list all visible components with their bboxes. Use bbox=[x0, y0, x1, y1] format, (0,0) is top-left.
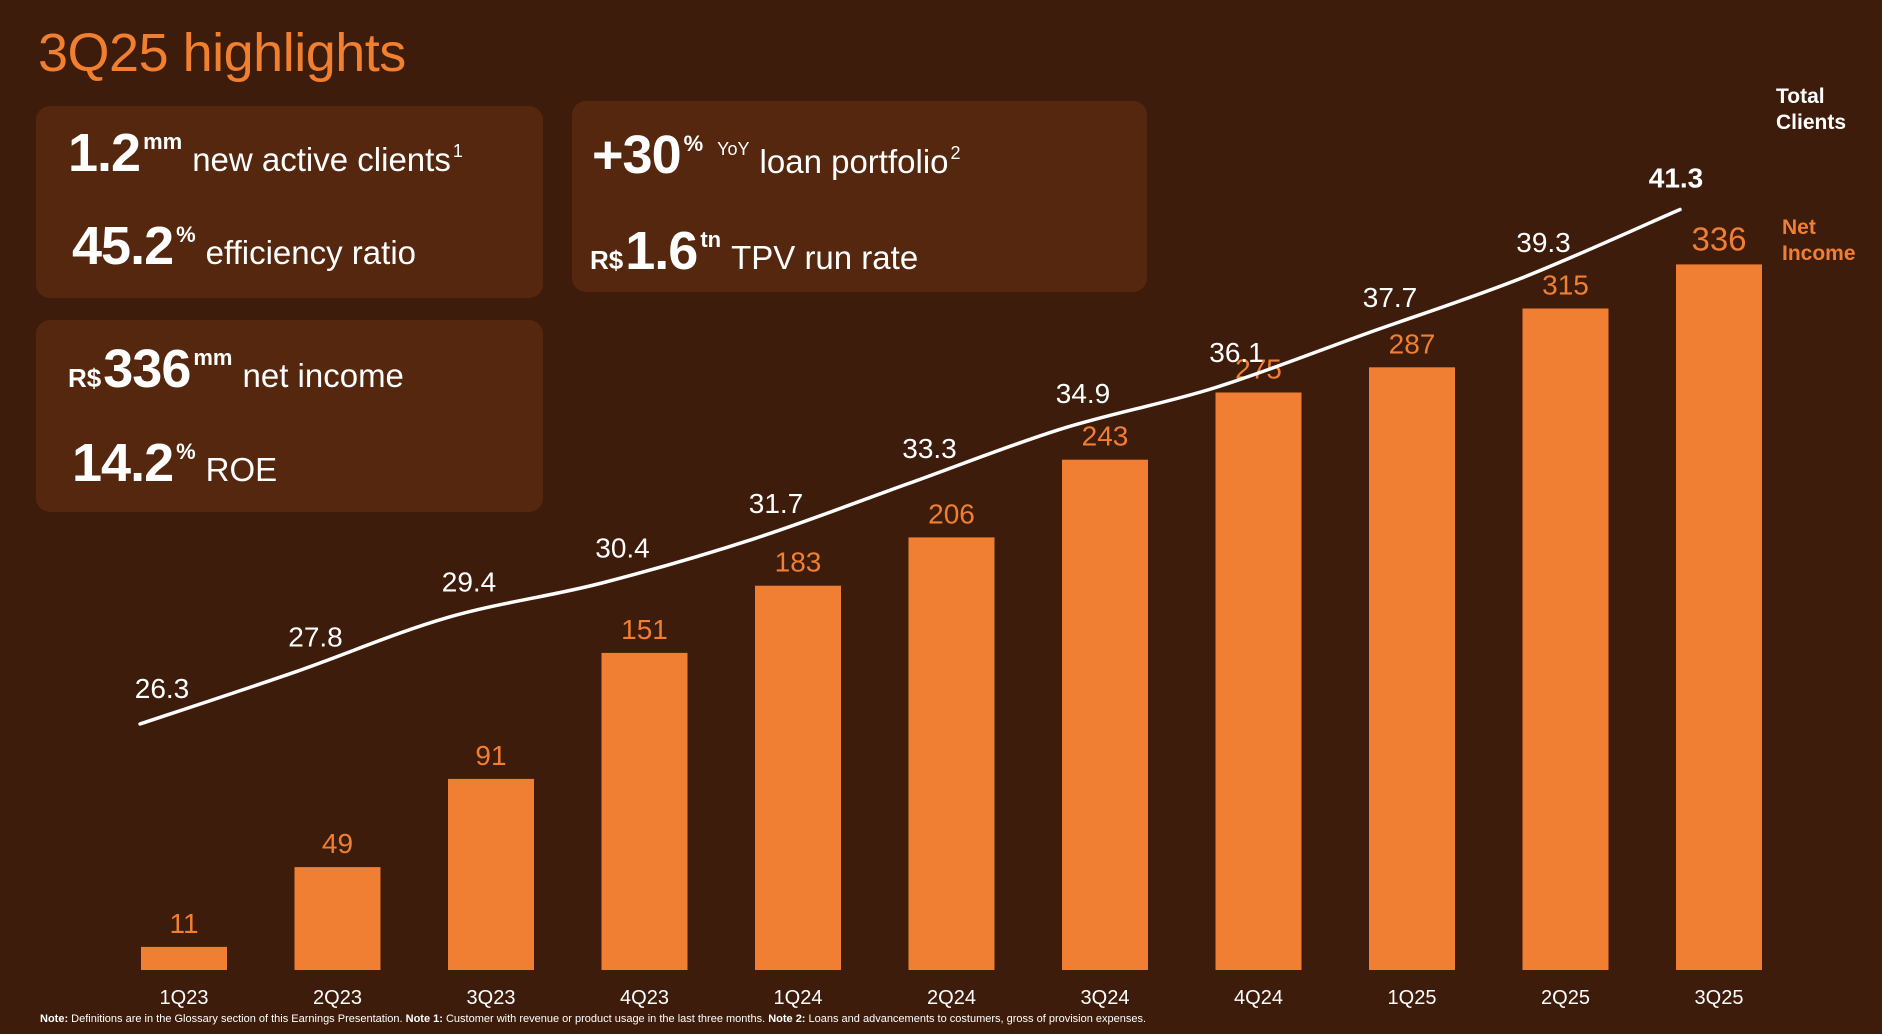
kpi-currency: R$ bbox=[590, 245, 624, 275]
kpi-footnote-ref: 2 bbox=[950, 143, 961, 163]
footnote-text: Loans and advancements to costumers, gro… bbox=[805, 1013, 1147, 1025]
bar-value-label: 91 bbox=[475, 740, 506, 771]
kpi-roe: 14.2 % ROE bbox=[72, 432, 277, 494]
kpi-new-active-clients: 1.2 mm new active clients 1 bbox=[68, 122, 463, 184]
kpi-label: ROE bbox=[205, 451, 278, 488]
footnote-label: Note 1: bbox=[405, 1013, 443, 1025]
footnote-text: Customer with revenue or product usage i… bbox=[442, 1013, 769, 1025]
bar-value-label: 336 bbox=[1691, 220, 1746, 257]
kpi-unit: mm bbox=[143, 129, 183, 154]
kpi-unit: % bbox=[176, 222, 196, 247]
kpi-value: 1.6 bbox=[625, 221, 698, 281]
bar-2Q24 bbox=[908, 537, 995, 970]
kpi-value: 45.2 bbox=[72, 216, 174, 276]
bar-1Q24 bbox=[755, 585, 841, 970]
x-tick-label: 1Q23 bbox=[160, 987, 209, 1009]
kpi-label: loan portfolio bbox=[759, 143, 949, 180]
kpi-footnote-ref: 1 bbox=[452, 141, 463, 161]
bar-3Q23 bbox=[448, 778, 534, 970]
footnote-label: Note: bbox=[40, 1013, 69, 1025]
kpi-label: new active clients bbox=[192, 141, 451, 178]
kpi-value: 336 bbox=[103, 339, 191, 399]
footnote-text: Definitions are in the Glossary section … bbox=[68, 1013, 406, 1025]
legend-net-income: Net bbox=[1782, 216, 1816, 239]
page-title: 3Q25 highlights bbox=[38, 23, 406, 83]
total-clients-line bbox=[138, 207, 1682, 726]
x-tick-label: 4Q23 bbox=[620, 987, 669, 1009]
bar-value-label: 49 bbox=[322, 828, 353, 859]
line-value-label: 26.3 bbox=[135, 673, 190, 704]
kpi-card-netincome-roe bbox=[36, 320, 543, 512]
kpi-value: 14.2 bbox=[72, 433, 174, 493]
legend-total-clients: Clients bbox=[1776, 111, 1846, 134]
x-tick-label: 3Q25 bbox=[1695, 987, 1744, 1009]
bar-4Q23 bbox=[601, 652, 688, 970]
bar-3Q25 bbox=[1676, 264, 1762, 970]
bar-value-label: 183 bbox=[775, 547, 822, 578]
bar-2Q23 bbox=[294, 867, 381, 970]
bar-2Q25 bbox=[1522, 308, 1609, 970]
kpi-unit: tn bbox=[700, 227, 722, 252]
bar-1Q25 bbox=[1369, 367, 1455, 970]
x-tick-label: 1Q25 bbox=[1388, 987, 1437, 1009]
x-tick-label: 2Q24 bbox=[927, 987, 976, 1009]
line-value-label: 31.7 bbox=[749, 488, 804, 519]
bar-3Q24 bbox=[1062, 459, 1148, 970]
x-tick-label: 3Q23 bbox=[467, 987, 516, 1009]
kpi-card-clients-efficiency bbox=[36, 106, 543, 298]
kpi-currency: R$ bbox=[68, 363, 102, 393]
bar-value-label: 243 bbox=[1082, 421, 1129, 452]
kpi-net-income: R$ 336 mm net income bbox=[68, 338, 404, 400]
x-tick-label: 2Q23 bbox=[313, 987, 362, 1009]
line-value-label: 29.4 bbox=[442, 567, 497, 598]
x-tick-label: 4Q24 bbox=[1234, 987, 1283, 1009]
x-tick-label: 3Q24 bbox=[1081, 987, 1130, 1009]
line-value-label: 37.7 bbox=[1363, 282, 1418, 313]
kpi-unit: % bbox=[683, 131, 704, 156]
bar-value-label: 287 bbox=[1389, 328, 1436, 359]
kpi-label: net income bbox=[242, 357, 404, 394]
kpi-label: TPV run rate bbox=[731, 239, 919, 276]
line-value-label: 34.9 bbox=[1056, 378, 1111, 409]
kpi-value: 1.2 bbox=[68, 123, 141, 183]
legend-total-clients: Total bbox=[1776, 85, 1825, 108]
kpi-tpv-run-rate: R$ 1.6 tn TPV run rate bbox=[590, 220, 918, 282]
line-value-label: 36.1 bbox=[1209, 337, 1264, 368]
kpi-efficiency-ratio: 45.2 % efficiency ratio bbox=[72, 215, 416, 277]
footnote-label: Note 2: bbox=[768, 1013, 806, 1025]
line-value-label: 39.3 bbox=[1516, 227, 1571, 258]
bar-value-label: 151 bbox=[621, 614, 668, 645]
line-value-label: 33.3 bbox=[902, 433, 957, 464]
legend-net-income: Income bbox=[1782, 242, 1856, 265]
kpi-loan-portfolio: +30 % YoY loan portfolio 2 bbox=[592, 124, 961, 186]
bar-value-label: 11 bbox=[169, 908, 198, 939]
line-value-label: 30.4 bbox=[595, 532, 650, 563]
x-tick-label: 1Q24 bbox=[774, 987, 823, 1009]
bar-1Q23 bbox=[141, 946, 227, 970]
line-value-label: 41.3 bbox=[1649, 163, 1704, 194]
kpi-unit: mm bbox=[193, 345, 233, 370]
bar-value-label: 206 bbox=[928, 498, 975, 529]
x-tick-label: 2Q25 bbox=[1541, 987, 1590, 1009]
line-value-label: 27.8 bbox=[288, 622, 343, 653]
kpi-card-loan-tpv bbox=[572, 101, 1147, 292]
kpi-value: +30 bbox=[592, 125, 682, 185]
bar-4Q24 bbox=[1215, 392, 1302, 970]
kpi-qualifier: YoY bbox=[717, 139, 750, 159]
bar-value-label: 315 bbox=[1542, 270, 1589, 301]
kpi-label: efficiency ratio bbox=[205, 234, 416, 271]
footnote: Note: Definitions are in the Glossary se… bbox=[40, 1013, 1146, 1025]
kpi-unit: % bbox=[176, 439, 196, 464]
